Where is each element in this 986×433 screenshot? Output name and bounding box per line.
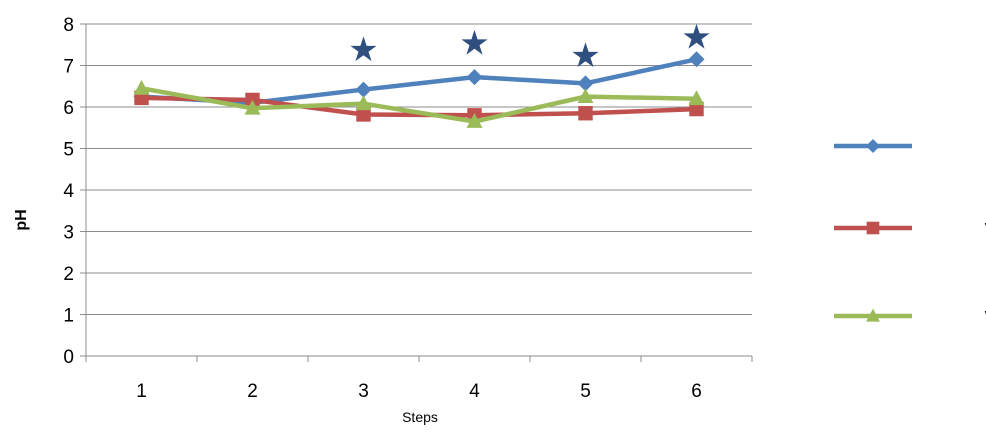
legend-label-3: گروه ۳ [984, 305, 986, 328]
gridlines [86, 23, 752, 315]
series-3-point-5 [577, 88, 594, 104]
series-2-point-6 [689, 101, 704, 117]
series-1-point-3 [355, 81, 372, 98]
legend-label-number-1: ۱ [984, 137, 986, 158]
series-line-3 [141, 86, 697, 124]
x-tick-labels: 1 2 3 4 5 6 [136, 381, 702, 402]
star-annotation-3: ★ [348, 31, 378, 69]
legend-label-1: گروه ۱ [984, 135, 986, 158]
significance-stars: ★ ★ ★ ★ [348, 18, 711, 75]
y-tick-label-7: 7 [63, 57, 74, 78]
series-1-point-4 [466, 69, 483, 86]
series-3-point-1 [133, 79, 150, 95]
x-axis-label: Steps [402, 409, 438, 425]
series-2-point-5 [578, 106, 593, 121]
x-tick-label-5: 5 [580, 381, 591, 402]
legend-marker-2 [866, 221, 880, 235]
y-tick-label-0: 0 [63, 347, 74, 368]
y-tick-label-8: 8 [63, 15, 74, 36]
legend: گروه ۱ گروه ۲ گروه ۳ [834, 135, 986, 328]
x-tick-label-2: 2 [247, 381, 258, 402]
star-annotation-6: ★ [681, 18, 711, 56]
series-3-point-3 [355, 95, 372, 111]
series-3-point-6 [688, 90, 705, 106]
x-tick-label-4: 4 [469, 381, 480, 402]
legend-item-2: گروه ۲ [834, 217, 986, 240]
y-tick-labels: 0 1 2 3 4 5 6 7 8 [63, 15, 74, 368]
axes [80, 23, 753, 362]
y-tick-label-3: 3 [63, 223, 74, 244]
star-annotation-4: ★ [459, 25, 489, 63]
x-tick-label-6: 6 [691, 381, 702, 402]
y-tick-label-5: 5 [63, 140, 74, 161]
series-1-point-5 [577, 75, 594, 92]
series-lines [133, 51, 705, 128]
y-axis-label: pH [13, 209, 30, 230]
star-annotation-5: ★ [570, 37, 600, 75]
series-3-point-4 [466, 113, 483, 128]
series-1-point-6 [688, 51, 705, 68]
legend-marker-3 [866, 308, 880, 322]
legend-label-number-3: ۳ [984, 307, 986, 328]
y-tick-label-1: 1 [63, 306, 74, 327]
y-tick-label-6: 6 [63, 98, 74, 119]
x-tick-label-1: 1 [136, 381, 147, 402]
series-3-point-2 [244, 99, 261, 115]
legend-label-2: گروه ۲ [984, 217, 986, 240]
legend-item-3: گروه ۳ [834, 305, 986, 328]
x-tick-label-3: 3 [358, 381, 369, 402]
legend-item-1: گروه ۱ [834, 135, 986, 158]
y-tick-label-2: 2 [63, 264, 74, 285]
series-2-point-3 [356, 107, 371, 122]
legend-marker-1 [866, 139, 880, 153]
series-line-2 [141, 95, 697, 118]
legend-label-number-2: ۲ [984, 219, 986, 240]
y-tick-label-4: 4 [63, 181, 74, 202]
